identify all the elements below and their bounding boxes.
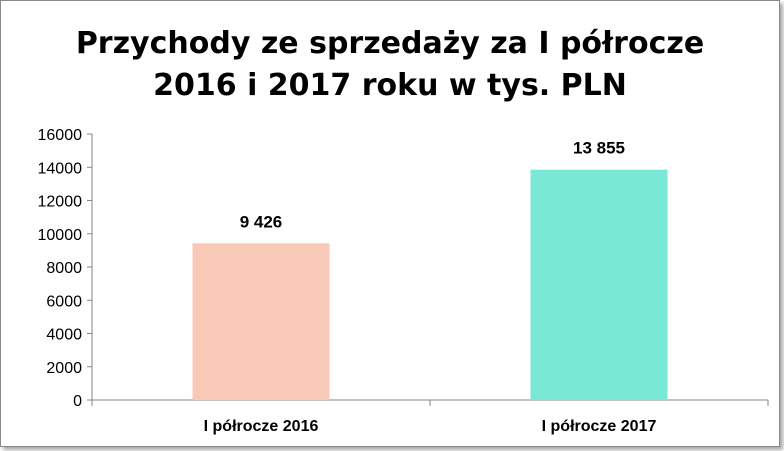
chart-title: Przychody ze sprzedaży za I półrocze 201… [1,23,779,107]
chart-title-line-1: Przychody ze sprzedaży za I półrocze [75,26,705,61]
y-tick-label: 14000 [38,160,83,177]
y-tick-label: 2000 [46,360,82,377]
y-tick-label: 8000 [46,260,82,277]
y-tick-label: 6000 [46,293,82,310]
y-tick-label: 16000 [38,127,83,144]
y-tick-label: 12000 [38,194,83,211]
bar-chart: 0 2000 4000 6000 8000 10000 12000 14000 16000 9 4… [38,127,769,435]
bar [530,169,668,400]
x-category-label: I półrocze 2017 [542,418,657,435]
bar [192,243,330,400]
chart-title-line-2: 2016 i 2017 roku w tys. PLN [153,68,627,103]
data-label: 9 426 [240,212,283,231]
data-label: 13 855 [573,139,625,158]
y-tick-label: 0 [73,393,82,410]
y-tick-label: 10000 [38,227,83,244]
y-tick-label: 4000 [46,327,82,344]
x-category-label: I półrocze 2016 [204,418,319,435]
